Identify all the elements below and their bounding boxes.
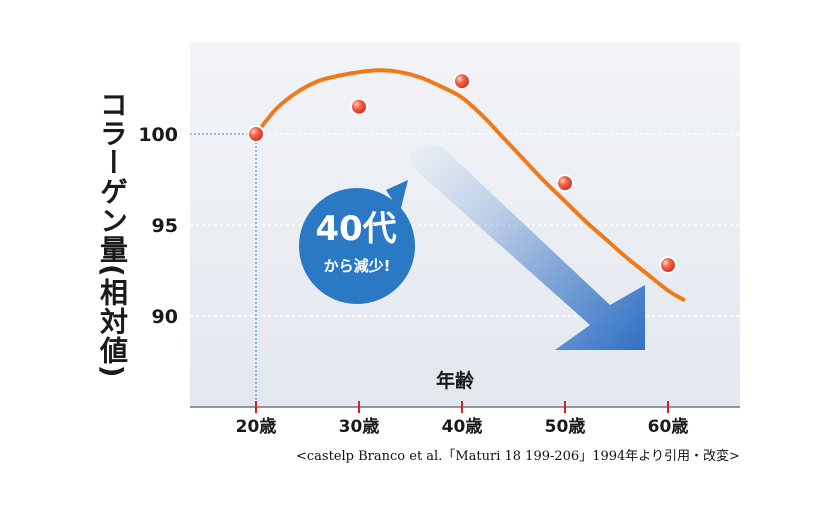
x-tick-label: 30歳: [339, 416, 380, 437]
x-ticks: 20歳 30歳 40歳 50歳 60歳: [236, 401, 689, 437]
y-axis-title: コラーゲン量(相対値): [96, 90, 129, 379]
x-tick-label: 60歳: [648, 416, 689, 437]
annotation-pointer: [386, 180, 408, 212]
y-tick-label: 100: [138, 124, 178, 146]
source-caption: <castelp Branco et al.「Maturi 18 199-206…: [296, 449, 740, 464]
x-axis-title: 年齢: [436, 369, 475, 392]
annotation-main: 40代: [315, 209, 396, 249]
data-point: [659, 256, 677, 275]
plot-area: [190, 42, 740, 407]
data-point: [350, 97, 368, 116]
annotation-circle: [299, 188, 415, 304]
y-tick-label: 90: [152, 306, 178, 328]
x-tick-label: 50歳: [545, 416, 586, 437]
annotation-sub: から減少!: [324, 257, 391, 275]
y-tick-label: 95: [152, 215, 178, 237]
data-point: [556, 174, 574, 193]
reference-guides: [190, 133, 257, 407]
data-points: [247, 72, 677, 275]
gridlines: [190, 133, 740, 317]
data-point: [453, 72, 471, 91]
data-point: [247, 125, 265, 143]
decline-arrow: [410, 145, 645, 350]
x-tick-label: 40歳: [442, 416, 483, 437]
y-ticks: 90 95 100: [138, 124, 178, 328]
x-tick-label: 20歳: [236, 416, 277, 437]
trend-curve: [254, 68, 686, 302]
annotation-badge: 40代 から減少!: [299, 180, 415, 304]
